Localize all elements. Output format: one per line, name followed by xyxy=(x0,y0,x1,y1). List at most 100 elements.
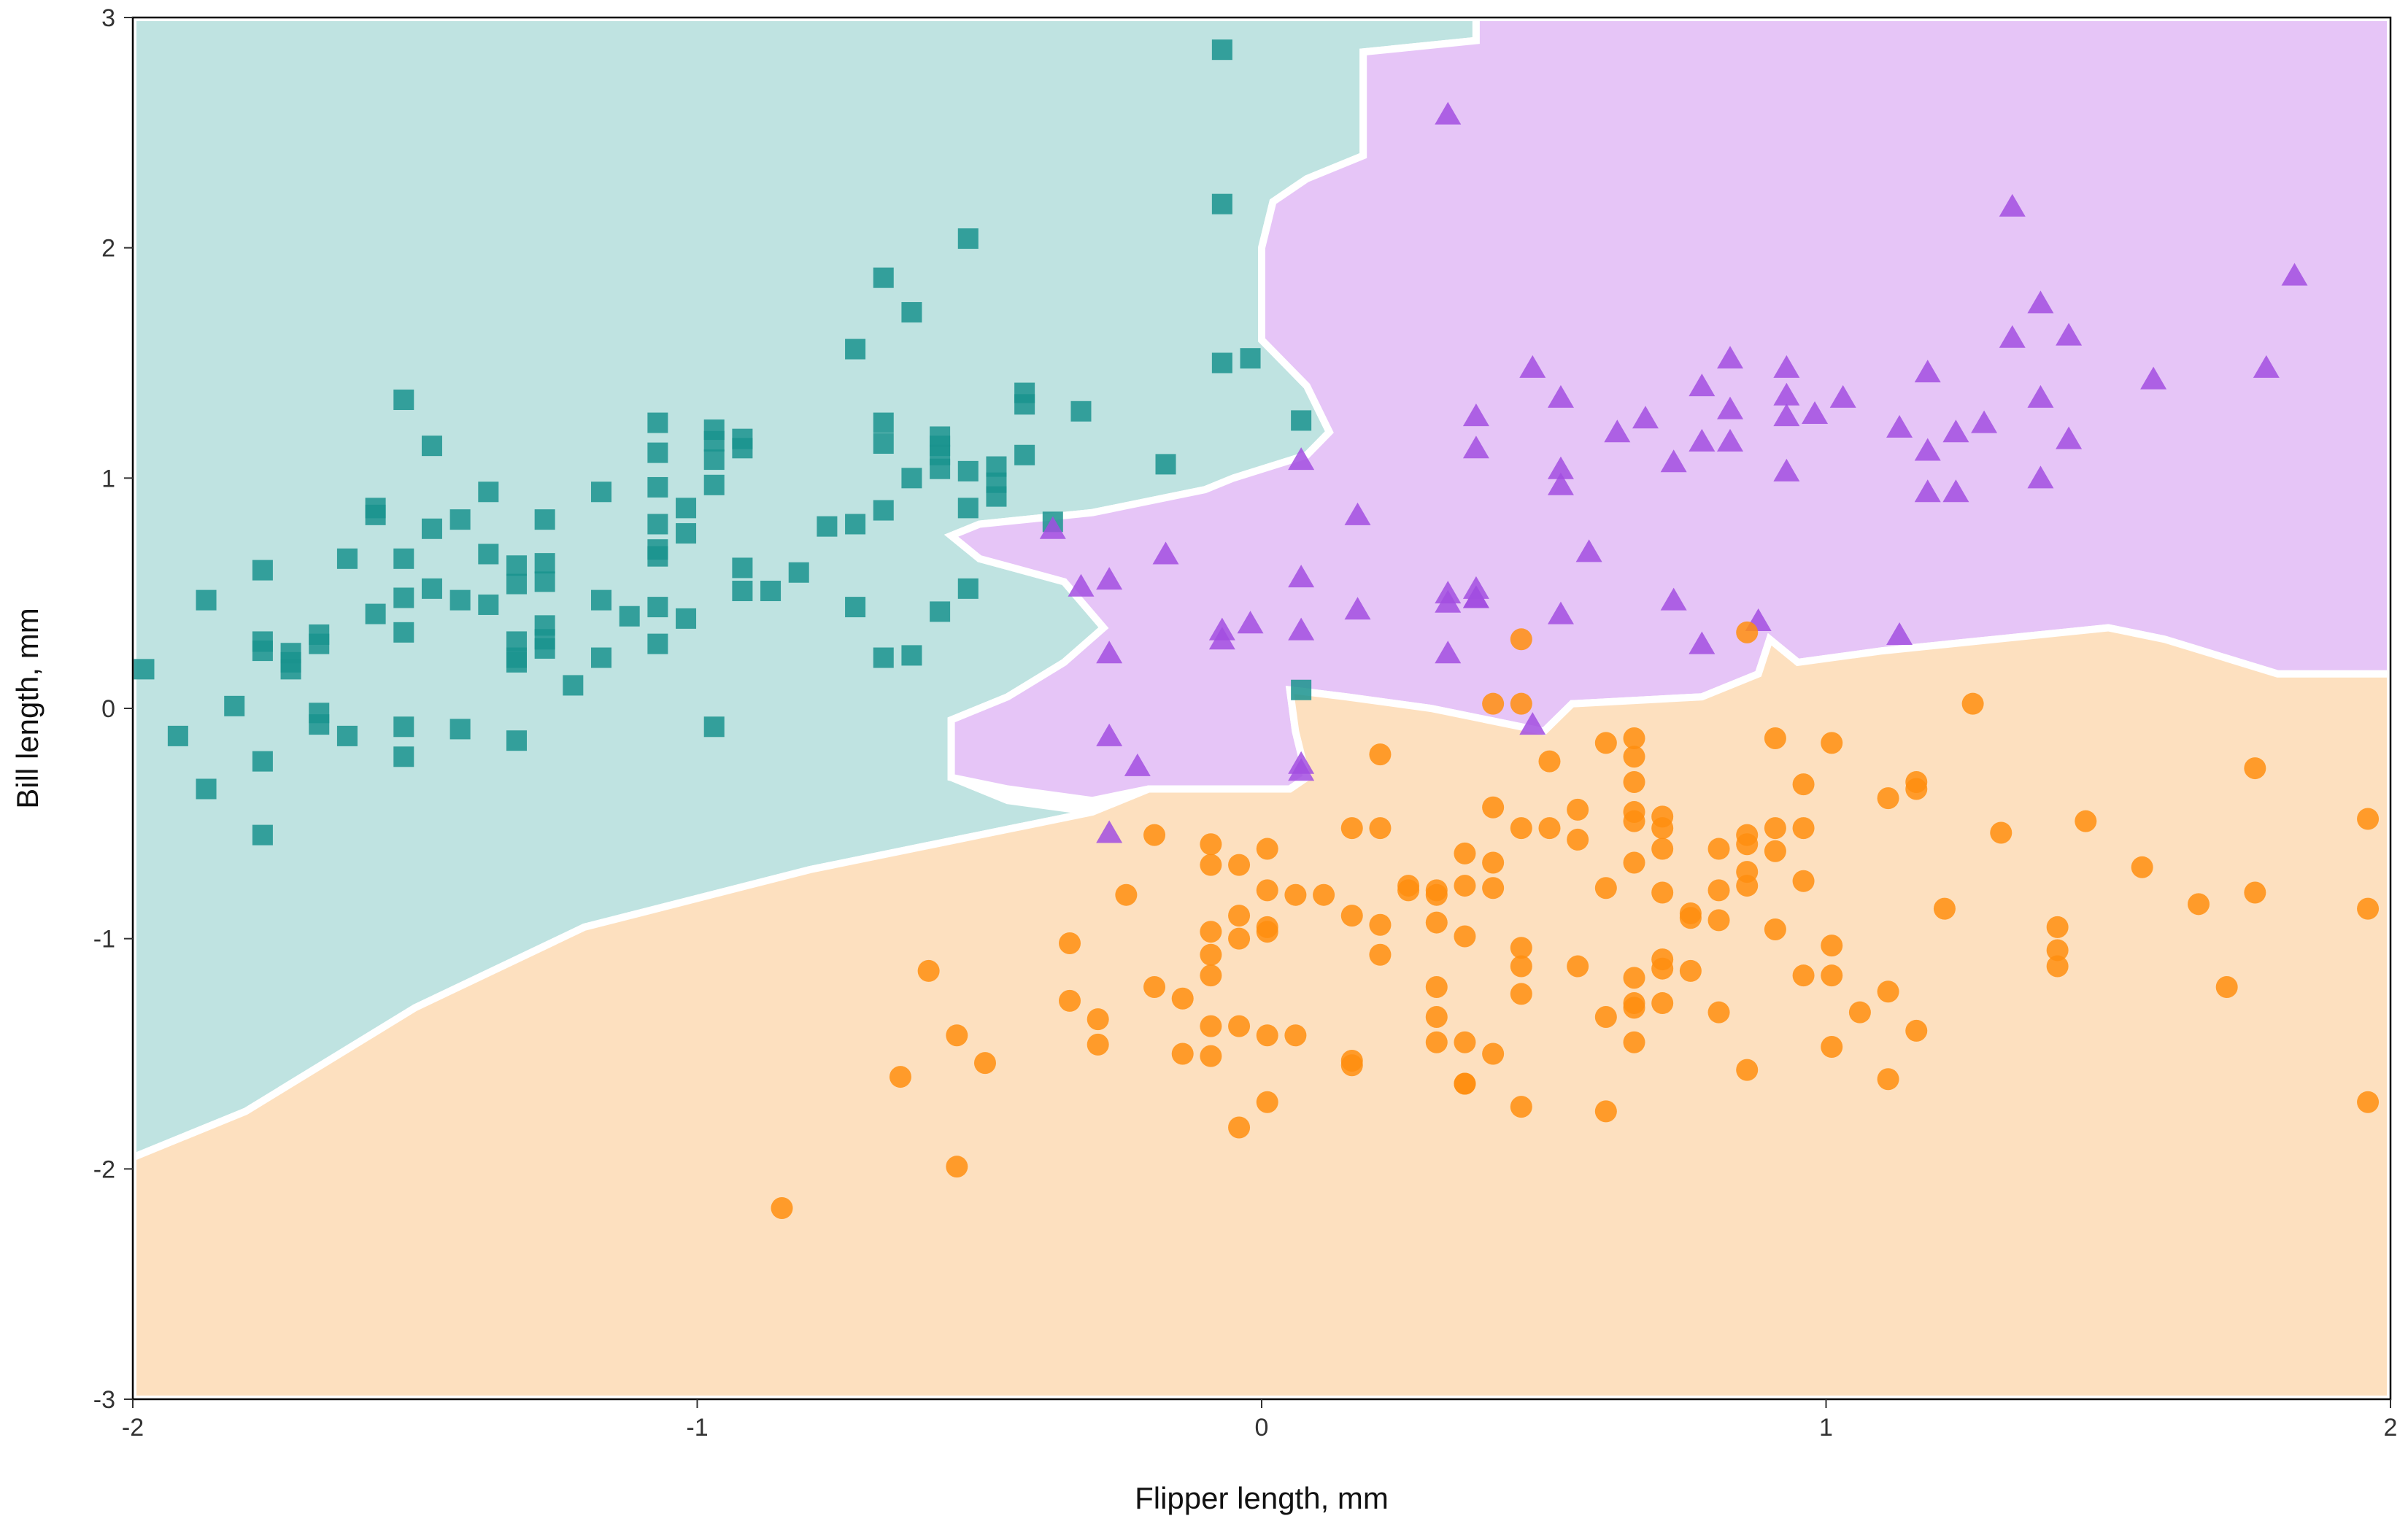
point-square xyxy=(647,514,668,535)
point-triangle xyxy=(2027,290,2054,314)
point-circle xyxy=(1228,1116,1251,1139)
point-triangle xyxy=(1435,589,1462,613)
point-square xyxy=(393,746,414,767)
point-circle xyxy=(1228,854,1251,876)
point-triangle xyxy=(1288,447,1315,471)
point-square xyxy=(703,474,725,495)
point-circle xyxy=(1510,955,1532,978)
point-circle xyxy=(1454,925,1476,948)
point-circle xyxy=(1764,817,1786,840)
point-triangle xyxy=(2253,355,2280,378)
point-square xyxy=(817,516,838,537)
point-circle xyxy=(1679,907,1702,929)
point-square xyxy=(534,553,555,574)
point-triangle xyxy=(1689,428,1716,452)
point-circle xyxy=(1256,879,1278,902)
point-circle xyxy=(1200,1015,1222,1037)
point-square xyxy=(393,622,414,643)
point-square xyxy=(534,509,555,530)
point-square xyxy=(449,509,471,530)
point-square xyxy=(703,716,725,738)
point-circle xyxy=(1256,837,1278,860)
y-tick-label: 3 xyxy=(101,4,115,32)
point-triangle xyxy=(1096,641,1123,664)
point-circle xyxy=(1623,771,1645,794)
point-triangle xyxy=(1914,438,1941,461)
point-circle xyxy=(771,1196,793,1219)
point-square xyxy=(647,633,668,654)
region-circle xyxy=(129,624,2394,1403)
y-tick-label: 1 xyxy=(101,465,115,492)
point-square xyxy=(167,725,188,746)
point-triangle xyxy=(1942,479,1969,503)
point-circle xyxy=(1821,964,1843,987)
point-circle xyxy=(1228,927,1251,950)
point-circle xyxy=(1567,798,1589,821)
point-circle xyxy=(1340,817,1363,840)
point-circle xyxy=(1764,918,1786,941)
point-triangle xyxy=(1288,758,1315,781)
point-square xyxy=(1014,444,1035,465)
point-circle xyxy=(1792,964,1815,987)
point-triangle xyxy=(1971,410,1998,433)
point-square xyxy=(957,498,979,519)
point-square xyxy=(421,436,442,457)
point-square xyxy=(336,548,358,569)
point-circle xyxy=(1848,1001,1871,1024)
point-square xyxy=(506,651,527,673)
point-triangle xyxy=(1717,346,1744,369)
point-circle xyxy=(1594,732,1617,754)
point-triangle xyxy=(1208,617,1235,641)
point-circle xyxy=(2075,810,2097,832)
point-circle xyxy=(1961,692,1984,715)
point-square xyxy=(534,571,555,592)
point-square xyxy=(873,412,894,433)
point-circle xyxy=(1200,921,1222,943)
point-circle xyxy=(2046,916,2069,938)
point-triangle xyxy=(1604,419,1631,443)
point-circle xyxy=(1651,881,1674,904)
point-circle xyxy=(1228,1015,1251,1037)
point-square xyxy=(393,587,414,608)
point-triangle xyxy=(1773,403,1800,427)
point-circle xyxy=(1510,692,1532,715)
point-triangle xyxy=(1096,567,1123,590)
point-circle xyxy=(946,1024,968,1047)
point-circle xyxy=(1623,1031,1645,1053)
point-square xyxy=(647,412,668,433)
point-square xyxy=(647,546,668,567)
point-square xyxy=(449,719,471,740)
point-circle xyxy=(1764,727,1786,750)
point-circle xyxy=(1340,1054,1363,1077)
point-circle xyxy=(1454,1031,1476,1053)
point-circle xyxy=(2046,955,2069,978)
point-square xyxy=(365,504,386,525)
point-circle xyxy=(1369,743,1392,766)
data-points xyxy=(134,39,2380,1219)
point-square xyxy=(449,589,471,611)
point-circle xyxy=(1594,877,1617,900)
point-square xyxy=(196,778,217,800)
x-axis-ticks: -2 -1 0 1 2 xyxy=(122,1399,2397,1442)
point-triangle xyxy=(1068,573,1095,597)
point-circle xyxy=(1200,943,1222,966)
point-square xyxy=(1155,454,1176,475)
point-circle xyxy=(1200,1045,1222,1067)
point-circle xyxy=(1821,935,1843,957)
point-triangle xyxy=(1039,516,1066,539)
point-circle xyxy=(946,1156,968,1178)
point-circle xyxy=(2215,975,2238,998)
point-circle xyxy=(2188,893,2210,916)
point-triangle xyxy=(1802,401,1829,424)
point-circle xyxy=(1990,821,2013,844)
point-square xyxy=(930,458,951,479)
point-square xyxy=(1240,348,1261,369)
point-triangle xyxy=(1547,472,1574,495)
point-circle xyxy=(1736,1059,1759,1081)
point-circle xyxy=(1510,983,1532,1005)
point-triangle xyxy=(1773,458,1800,481)
point-circle xyxy=(1538,817,1561,840)
point-triangle xyxy=(1942,419,1969,443)
point-circle xyxy=(1454,842,1476,864)
